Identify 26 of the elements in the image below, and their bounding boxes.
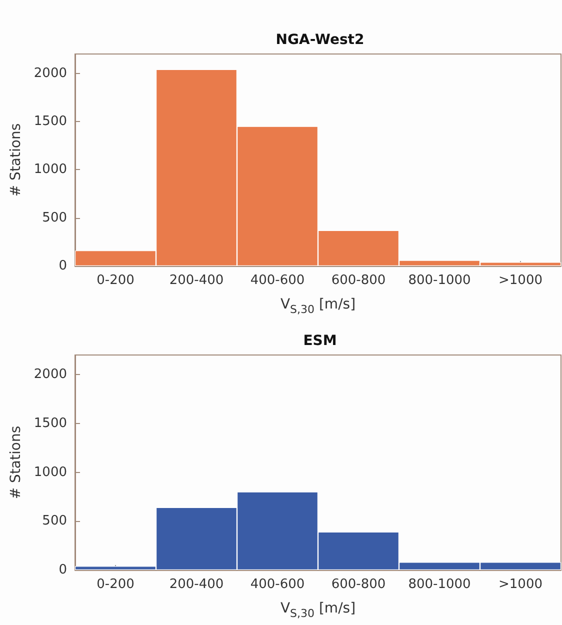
- y-axis-title: # Stations: [8, 123, 24, 197]
- x-tick-label: 800-1000: [408, 273, 471, 288]
- x-tick-label: 0-200: [96, 577, 134, 592]
- y-tick-label: 1000: [34, 464, 67, 480]
- y-tick-label: 1000: [34, 162, 67, 178]
- x-tick-label: >1000: [498, 577, 542, 592]
- x-tick-label: 200-400: [169, 577, 224, 592]
- x-tick-label: 200-400: [169, 273, 224, 288]
- y-tick-label: 0: [58, 562, 67, 578]
- x-tick-label: >1000: [498, 273, 542, 288]
- x-tick-label: 400-600: [250, 273, 305, 288]
- y-tick-label: 1500: [34, 114, 67, 129]
- y-tick-label: 500: [42, 514, 67, 529]
- y-tick-label: 0: [58, 258, 67, 274]
- x-tick-label: 400-600: [250, 577, 305, 592]
- x-tick-label: 600-800: [331, 577, 386, 592]
- y-axis-title: # Stations: [8, 426, 24, 500]
- x-tick-label: 800-1000: [408, 577, 471, 592]
- y-tick-label: 1500: [34, 416, 67, 431]
- y-tick-label: 500: [42, 210, 67, 226]
- x-tick-label: 600-800: [331, 273, 386, 288]
- y-tick-label: 2000: [34, 367, 67, 382]
- y-tick-label: 2000: [34, 66, 67, 81]
- x-tick-label: 0-200: [96, 273, 134, 288]
- chart-title: NGA-West2: [276, 32, 364, 48]
- chart-title: ESM: [303, 333, 337, 349]
